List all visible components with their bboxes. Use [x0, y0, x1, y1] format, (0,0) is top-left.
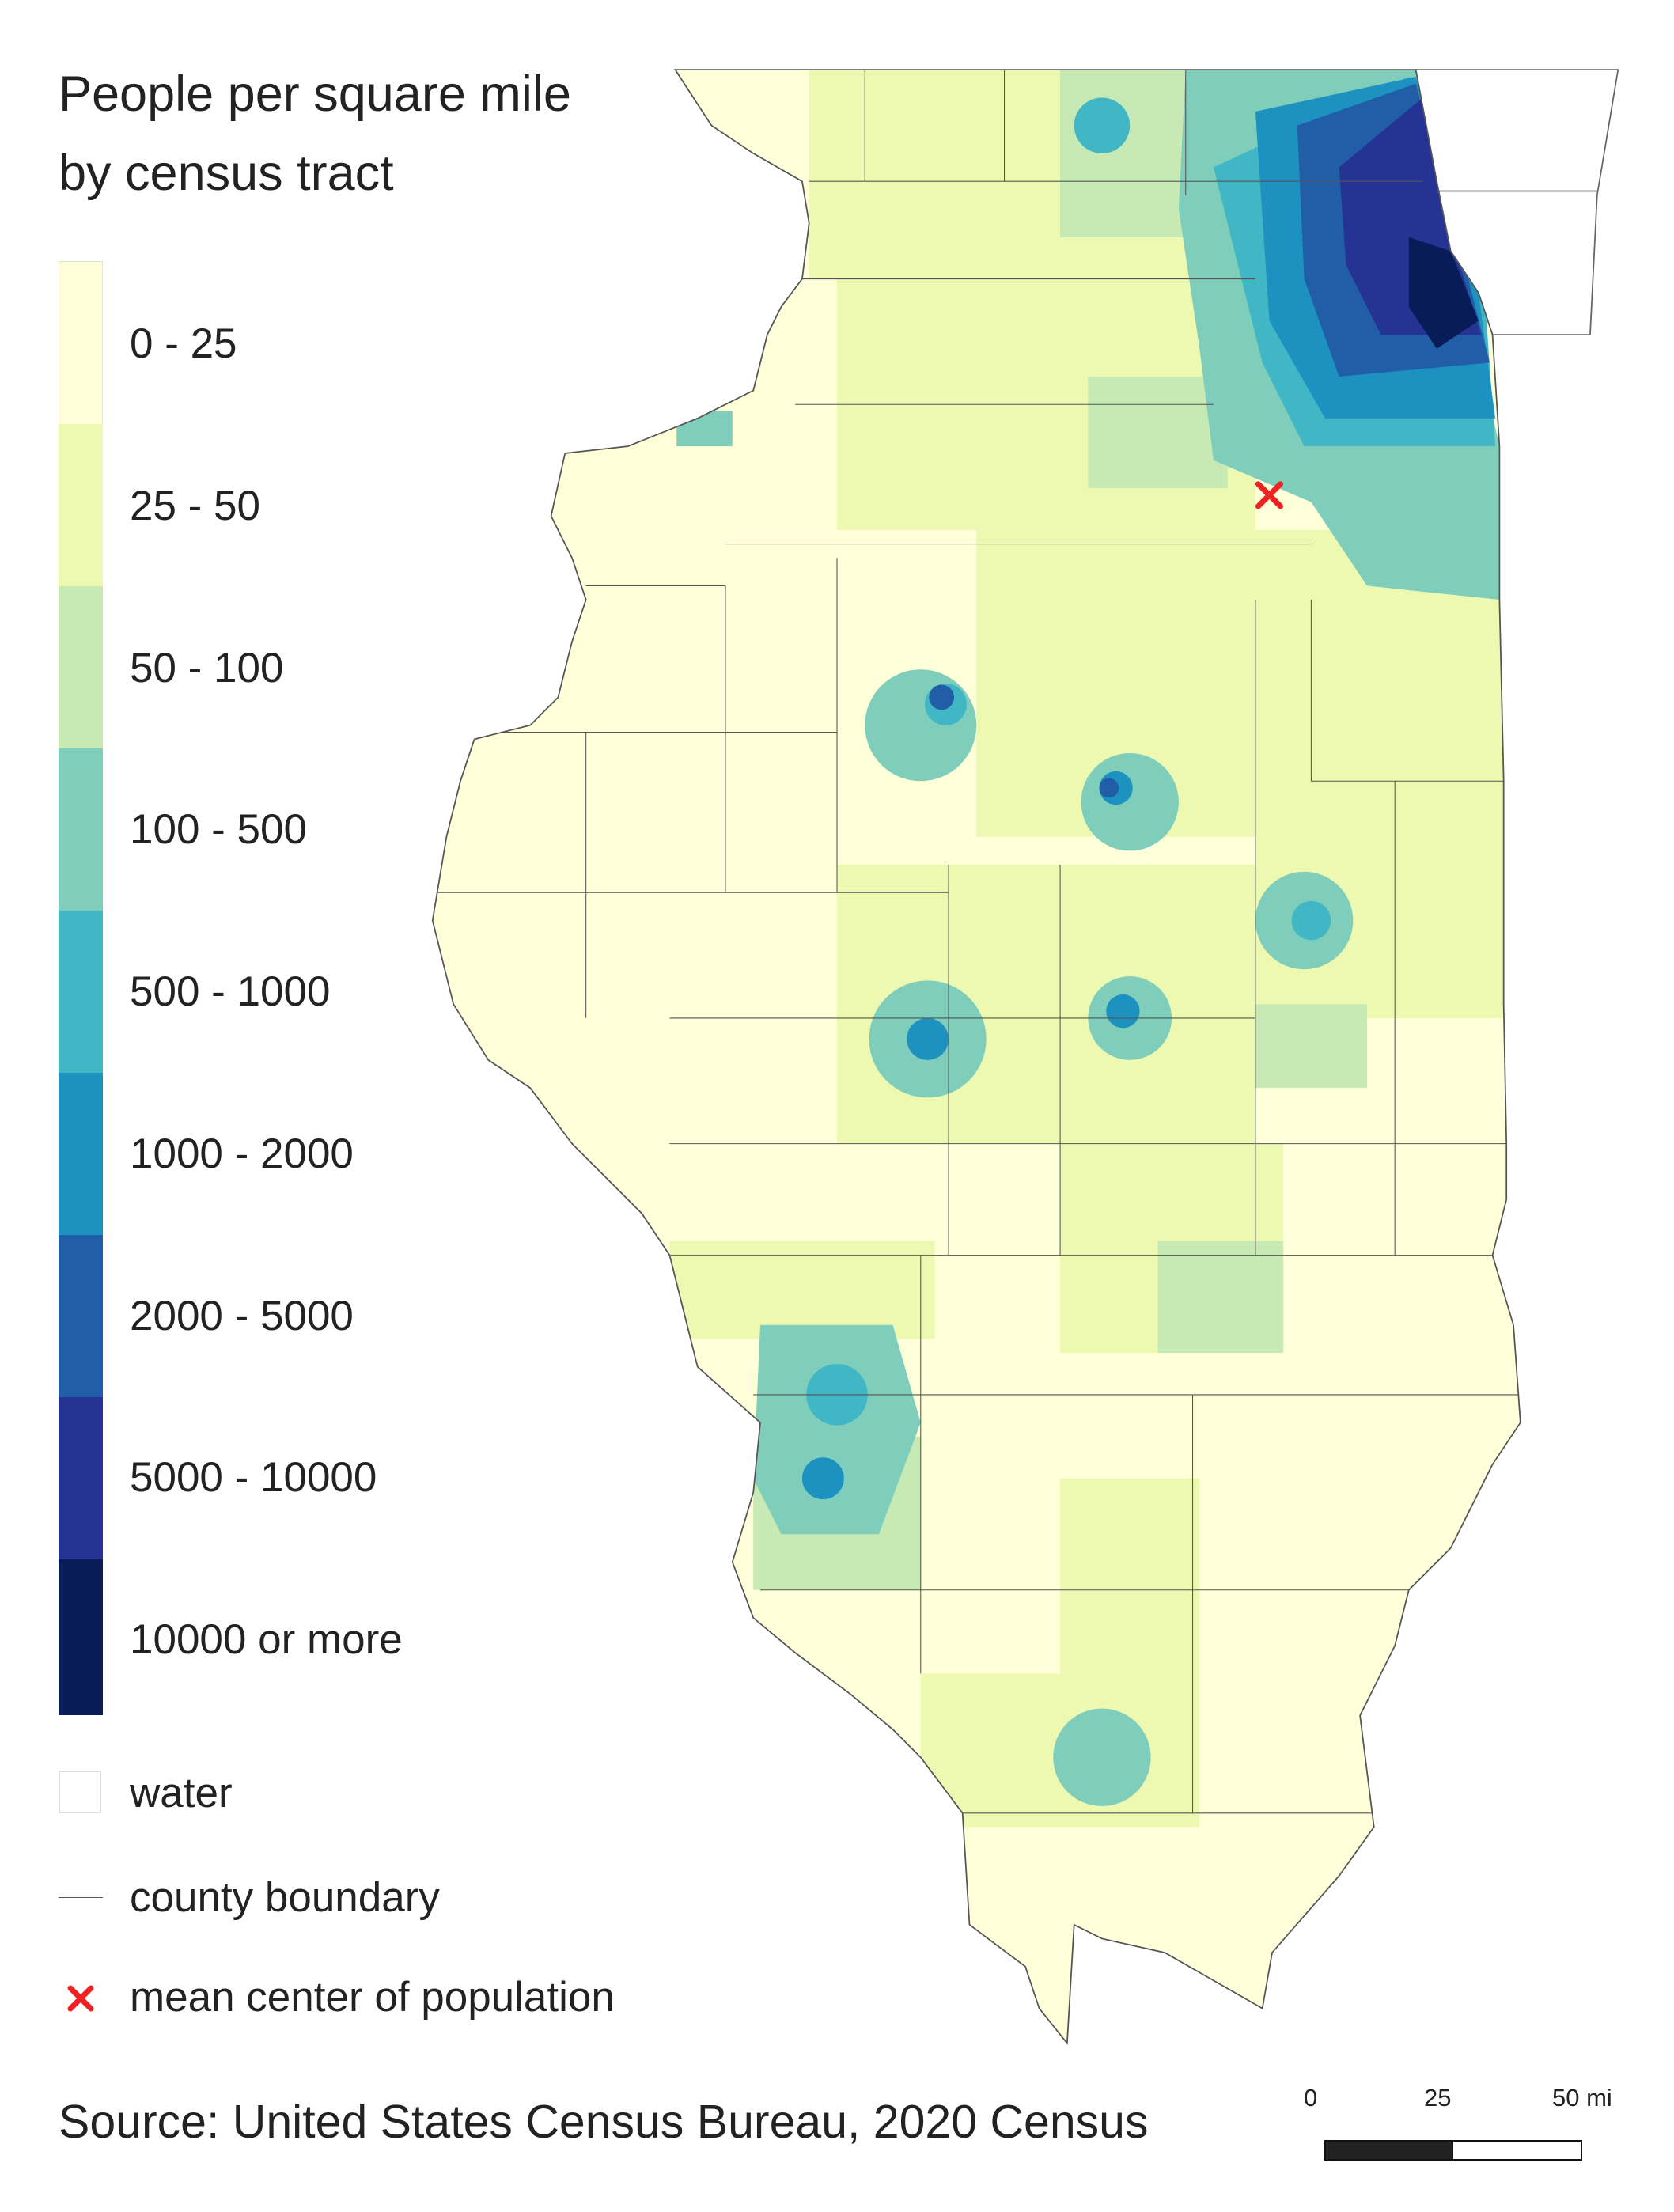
- legend-county-boundary-label: county boundary: [130, 1874, 440, 1921]
- legend-swatch-500-1000: [59, 911, 103, 1073]
- legend-swatch-100-500: [59, 748, 103, 911]
- mean-center-marker: [1255, 481, 1284, 509]
- legend-swatch-2000-5000: [59, 1235, 103, 1397]
- legend-label: 1000 - 2000: [130, 1131, 354, 1177]
- map-title-line1: People per square mile: [59, 66, 571, 122]
- map-title-line2: by census tract: [59, 146, 394, 201]
- county-boundary-line-icon: [59, 1897, 103, 1898]
- legend-label: 10000 or more: [130, 1616, 403, 1663]
- scale-bar-dark-segment: [1324, 2140, 1453, 2161]
- legend-swatch-25-50: [59, 424, 103, 586]
- legend-swatch-5000-10000: [59, 1397, 103, 1559]
- legend-swatch-1000-2000: [59, 1073, 103, 1235]
- legend-label: 5000 - 10000: [130, 1454, 377, 1501]
- legend-label: 500 - 1000: [130, 968, 331, 1015]
- lake-michigan-outline: [1415, 69, 1619, 335]
- legend-label: 50 - 100: [130, 645, 284, 691]
- legend-mean-center-label: mean center of population: [130, 1974, 615, 2021]
- legend-label: 25 - 50: [130, 483, 261, 529]
- legend-water-label: water: [130, 1770, 233, 1816]
- scale-tick-0: 0: [1304, 2084, 1318, 2112]
- legend-swatch-10000-plus: [59, 1559, 103, 1715]
- scale-bar-light-segment: [1452, 2140, 1582, 2161]
- source-note: Source: United States Census Bureau, 202…: [59, 2096, 1149, 2148]
- scale-tick-25: 25: [1424, 2084, 1452, 2112]
- scale-tick-50: 50 mi: [1552, 2084, 1612, 2112]
- legend-swatch-0-25: [59, 261, 103, 425]
- legend-label: 0 - 25: [130, 320, 237, 367]
- red-x-icon: [67, 1985, 94, 2012]
- water-swatch: [59, 1771, 101, 1813]
- legend-swatch-50-100: [59, 586, 103, 748]
- census-tracts: [432, 70, 1521, 2043]
- county-boundaries: [432, 70, 1521, 1814]
- legend-label: 2000 - 5000: [130, 1293, 354, 1339]
- legend-label: 100 - 500: [130, 806, 307, 853]
